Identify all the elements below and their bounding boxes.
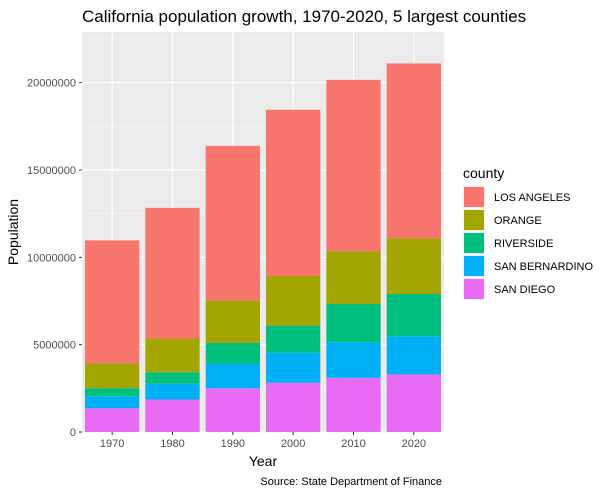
bar-segment-orange-1970 xyxy=(85,363,140,389)
bar-segment-san-diego-2000 xyxy=(266,382,321,432)
y-tick-label: 10000000 xyxy=(27,252,76,264)
bar-segment-riverside-1980 xyxy=(145,372,200,384)
bar-segment-san-bernardino-1970 xyxy=(85,396,140,409)
bar-segment-san-diego-2010 xyxy=(326,377,381,432)
bar-segment-riverside-1970 xyxy=(85,388,140,397)
legend-swatch-orange xyxy=(464,210,484,230)
bar-segment-riverside-2000 xyxy=(266,325,321,353)
bar-segment-riverside-2020 xyxy=(386,294,441,337)
y-axis: 0 5000000 10000000 15000000 20000000 xyxy=(27,78,82,439)
y-tick-label: 5000000 xyxy=(33,340,76,352)
legend-label: SAN BERNARDINO xyxy=(494,261,593,273)
x-tick-label: 2020 xyxy=(402,438,426,450)
bar-segment-orange-1990 xyxy=(205,300,260,343)
legend-label: LOS ANGELES xyxy=(494,192,570,204)
plot-panel xyxy=(82,32,444,432)
legend: county LOS ANGELES ORANGE RIVERSIDE SAN BER… xyxy=(463,165,593,300)
bar-segment-orange-2000 xyxy=(266,276,321,326)
bar-segment-los-angeles-1990 xyxy=(205,145,260,301)
bar-segment-los-angeles-1970 xyxy=(85,240,140,364)
y-axis-label: Population xyxy=(5,199,21,265)
legend-swatch-san-bernardino xyxy=(464,256,484,276)
y-tick-label: 15000000 xyxy=(27,165,76,177)
bar-layer xyxy=(85,63,441,432)
x-tick-label: 2010 xyxy=(341,438,365,450)
bar-segment-los-angeles-2020 xyxy=(386,63,441,239)
bar-segment-los-angeles-2000 xyxy=(266,109,321,277)
bar-segment-riverside-1990 xyxy=(205,342,260,364)
bar-segment-san-bernardino-2010 xyxy=(326,342,381,378)
x-tick-label: 1990 xyxy=(221,438,245,450)
bar-segment-los-angeles-2010 xyxy=(326,79,381,252)
legend-title: county xyxy=(463,165,504,181)
x-tick-label: 1980 xyxy=(160,438,184,450)
chart-title: California population growth, 1970-2020,… xyxy=(82,7,526,26)
y-tick-label: 20000000 xyxy=(27,78,76,90)
bar-segment-san-diego-2020 xyxy=(386,374,441,432)
bar-segment-san-diego-1990 xyxy=(205,388,260,432)
bar-segment-riverside-2010 xyxy=(326,303,381,343)
bar-segment-san-bernardino-2000 xyxy=(266,352,321,383)
y-tick-label: 0 xyxy=(70,427,76,439)
bar-segment-san-diego-1980 xyxy=(145,399,200,432)
bar-segment-san-bernardino-1990 xyxy=(205,363,260,389)
x-axis: 1970 1980 1990 2000 2010 2020 xyxy=(100,432,426,450)
legend-swatch-riverside xyxy=(464,233,484,253)
x-axis-label: Year xyxy=(249,453,278,469)
bar-segment-los-angeles-1980 xyxy=(145,207,200,339)
legend-label: SAN DIEGO xyxy=(494,284,556,296)
bar-segment-san-diego-1970 xyxy=(85,408,140,432)
x-tick-label: 2000 xyxy=(281,438,305,450)
legend-swatch-san-diego xyxy=(464,279,484,299)
legend-label: ORANGE xyxy=(494,215,542,227)
bar-segment-san-bernardino-2020 xyxy=(386,336,441,375)
legend-swatch-los-angeles xyxy=(464,187,484,207)
bar-segment-orange-2020 xyxy=(386,238,441,295)
x-tick-label: 1970 xyxy=(100,438,124,450)
bar-segment-orange-2010 xyxy=(326,251,381,304)
bar-segment-orange-1980 xyxy=(145,338,200,373)
bar-segment-san-bernardino-1980 xyxy=(145,383,200,400)
legend-label: RIVERSIDE xyxy=(494,238,553,250)
caption: Source: State Department of Finance xyxy=(260,476,442,488)
